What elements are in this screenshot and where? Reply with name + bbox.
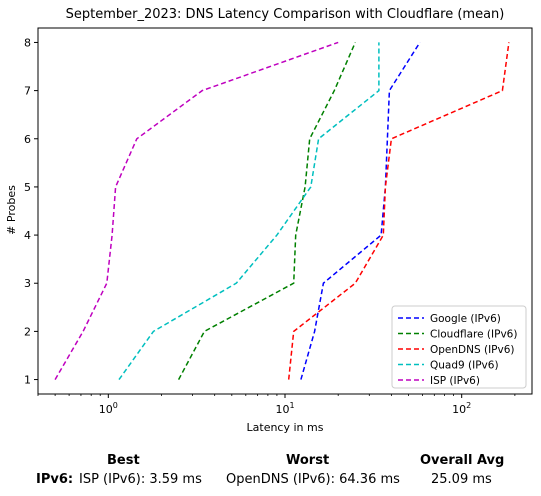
x-axis-ticks: 100 101 102 xyxy=(37,394,516,416)
series-line-1 xyxy=(300,41,421,380)
summary-row-label: IPv6: xyxy=(36,472,74,487)
summary-avg-value: 25.09 ms xyxy=(431,472,492,487)
legend-label: Cloudflare (IPv6) xyxy=(430,329,517,341)
y-tick-label: 6 xyxy=(24,133,31,146)
series-line-2 xyxy=(177,42,356,380)
y-tick-label: 2 xyxy=(24,325,31,338)
y-tick-label: 5 xyxy=(24,181,31,194)
legend-box xyxy=(391,305,527,389)
summary-header-avg: Overall Avg xyxy=(420,453,505,468)
legend-label: OpenDNS (IPv6) xyxy=(430,344,515,356)
summary-header-worst: Worst xyxy=(286,453,330,468)
y-tick-label: 3 xyxy=(24,277,31,290)
summary-header-best: Best xyxy=(107,453,140,468)
y-axis-ticks: 1 2 3 4 5 6 7 8 xyxy=(24,36,38,387)
y-tick-label: 7 xyxy=(24,85,31,98)
legend-label: Quad9 (IPv6) xyxy=(430,360,499,372)
series-layer xyxy=(54,41,510,381)
chart-figure: September_2023: DNS Latency Comparison w… xyxy=(5,7,533,434)
x-tick-label: 102 xyxy=(452,401,471,416)
x-tick-label: 101 xyxy=(275,401,294,416)
y-tick-label: 1 xyxy=(24,374,31,387)
series-line-5 xyxy=(54,41,339,380)
y-tick-label: 8 xyxy=(24,36,31,49)
x-axis-label: Latency in ms xyxy=(247,421,324,434)
legend-label: Google (IPv6) xyxy=(430,313,501,325)
summary-worst-value: OpenDNS (IPv6): 64.36 ms xyxy=(226,472,400,487)
y-tick-label: 4 xyxy=(24,229,31,242)
legend-label: ISP (IPv6) xyxy=(430,375,480,387)
summary-table: Best Worst Overall Avg IPv6: ISP (IPv6):… xyxy=(0,450,541,496)
y-axis-label: # Probes xyxy=(5,185,18,235)
summary-best-value: ISP (IPv6): 3.59 ms xyxy=(79,472,202,487)
summary-row-label-text: IPv6 xyxy=(36,472,68,487)
series-line-3 xyxy=(287,42,510,380)
chart-title: September_2023: DNS Latency Comparison w… xyxy=(66,7,505,22)
series-line-4 xyxy=(118,42,380,381)
legend: Google (IPv6) Cloudflare (IPv6) OpenDNS (I… xyxy=(391,305,527,389)
x-tick-label: 100 xyxy=(99,401,118,416)
